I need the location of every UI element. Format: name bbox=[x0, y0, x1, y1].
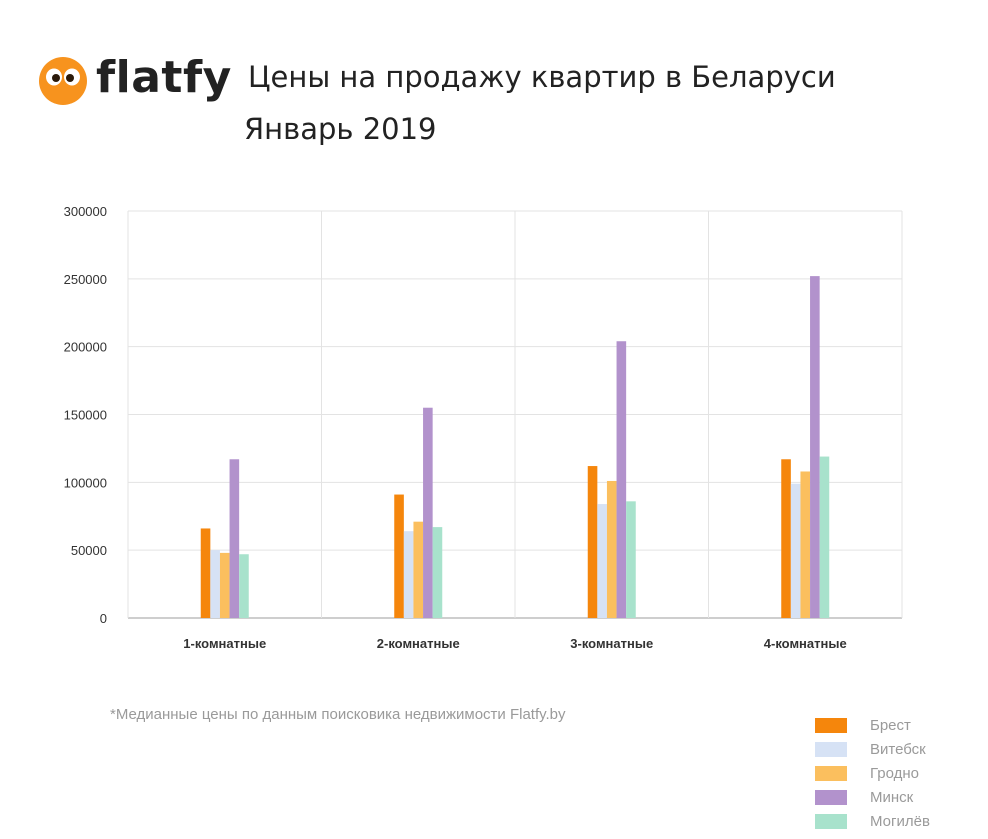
bar-chart: 0 50000 100000 150000 200000 250000 300000 1-ко… bbox=[64, 204, 903, 651]
bar-1-3 bbox=[219, 552, 230, 618]
legend-item: Минск bbox=[815, 788, 975, 812]
legend-label: Минск bbox=[870, 789, 914, 806]
bar-3-3 bbox=[606, 480, 617, 618]
bar-3-1 bbox=[587, 466, 598, 618]
x-tick-label: 2-комнатные bbox=[377, 636, 460, 651]
bar-3-5 bbox=[626, 501, 636, 618]
bar-1-4 bbox=[229, 459, 240, 618]
y-tick-label: 200000 bbox=[64, 340, 107, 355]
legend-item: Могилёв bbox=[815, 812, 975, 836]
legend-swatch bbox=[815, 718, 847, 733]
legend-item: Витебск bbox=[815, 740, 975, 764]
footnote: *Медианные цены по данным поисковика нед… bbox=[110, 706, 566, 723]
legend-swatch bbox=[815, 742, 847, 757]
y-tick-label: 250000 bbox=[64, 272, 107, 287]
bar-1-1 bbox=[200, 528, 211, 618]
y-tick-label: 0 bbox=[100, 611, 107, 626]
y-tick-label: 300000 bbox=[64, 204, 107, 219]
flatfy-logo: flatfy bbox=[38, 52, 231, 108]
bar-3-4 bbox=[616, 341, 627, 618]
bar-2-2 bbox=[403, 531, 414, 618]
legend-label: Гродно bbox=[870, 765, 920, 782]
bar-2-4 bbox=[423, 407, 433, 618]
bar-4-4 bbox=[810, 276, 820, 618]
legend-swatch bbox=[815, 814, 847, 829]
bar-3-2 bbox=[597, 504, 607, 618]
legend-swatch bbox=[815, 766, 847, 781]
logo-text: flatfy bbox=[96, 52, 232, 103]
legend-swatch bbox=[815, 790, 847, 805]
bar-4-5 bbox=[819, 456, 830, 618]
y-tick-label: 150000 bbox=[64, 408, 107, 423]
bar-2-5 bbox=[432, 527, 443, 618]
bar-1-5 bbox=[239, 554, 249, 618]
legend-label: Брест bbox=[870, 717, 911, 734]
bar-2-1 bbox=[394, 494, 404, 618]
chart-title: Цены на продажу квартир в Беларуси bbox=[248, 60, 836, 94]
bar-4-1 bbox=[781, 459, 791, 618]
bar-2-3 bbox=[413, 521, 424, 618]
bar-1-2 bbox=[210, 550, 220, 618]
legend-item: Гродно bbox=[815, 764, 975, 788]
legend: Брест Витебск Гродно Минск Могилёв bbox=[815, 716, 975, 836]
legend-label: Могилёв bbox=[870, 813, 930, 830]
owl-eyes-icon bbox=[39, 57, 87, 105]
x-tick-label: 1-комнатные bbox=[183, 636, 266, 651]
chart-subtitle: Январь 2019 bbox=[244, 112, 437, 146]
legend-item: Брест bbox=[815, 716, 975, 740]
bar-4-3 bbox=[800, 471, 811, 618]
y-tick-label: 100000 bbox=[64, 475, 107, 490]
x-tick-label: 3-комнатные bbox=[570, 636, 653, 651]
legend-label: Витебск bbox=[870, 741, 926, 758]
y-tick-label: 50000 bbox=[71, 543, 107, 558]
bar-4-2 bbox=[790, 483, 801, 618]
x-tick-label: 4-комнатные bbox=[764, 636, 847, 651]
